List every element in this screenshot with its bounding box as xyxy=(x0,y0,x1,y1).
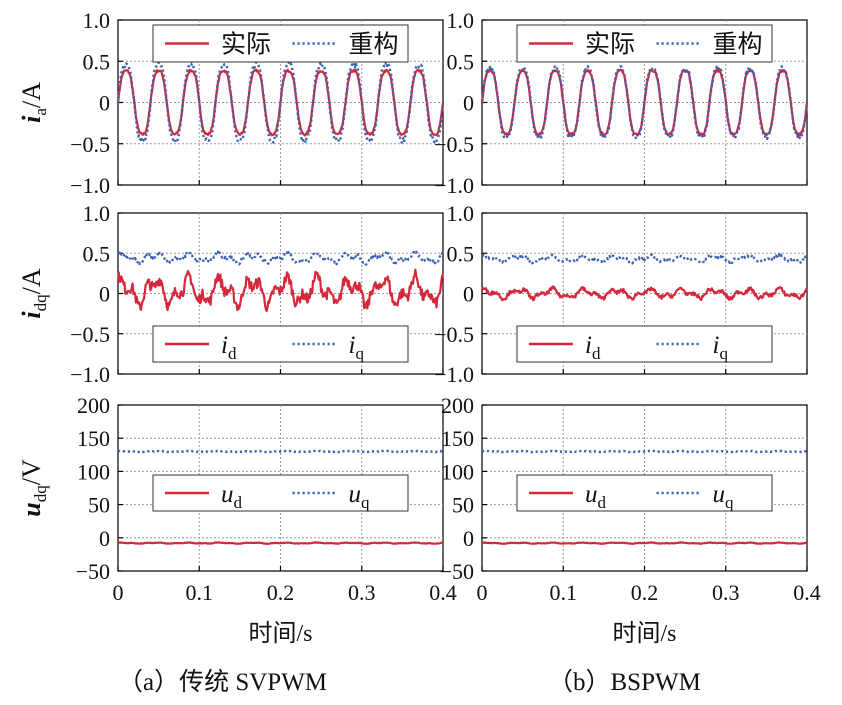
series-line-b-idq-dotted xyxy=(481,253,808,265)
series-line-b-id-dotted xyxy=(480,64,809,141)
caption-b: （b）BSPWM xyxy=(548,669,701,696)
xtick-label-a: 0.3 xyxy=(348,580,376,605)
legend-label-b-idq-1: iq xyxy=(713,332,729,363)
ytick-label-b-idq: −0.5 xyxy=(434,322,474,347)
legend-label-b-id-1: 重构 xyxy=(713,31,763,59)
ytick-label-a-idq: −1.0 xyxy=(70,362,110,387)
ytick-label-a-udq: 200 xyxy=(77,393,110,418)
ytick-label-b-id: 0 xyxy=(463,91,474,116)
xtick-label-a: 0.4 xyxy=(429,580,457,605)
xlabel-b: 时间/s xyxy=(612,620,676,647)
ytick-label-a-idq: 0 xyxy=(99,282,110,307)
xtick-label-b: 0 xyxy=(477,580,488,605)
series-line-a-idq-solid xyxy=(116,268,445,312)
series-line-a-udq-dotted xyxy=(117,449,444,454)
legend-label-b-id-0: 实际 xyxy=(585,31,635,59)
xtick-label-a: 0.2 xyxy=(267,580,295,605)
xtick-label-b: 0.2 xyxy=(631,580,659,605)
ylabel-udq: udq/V xyxy=(17,459,50,517)
ytick-label-a-udq: 0 xyxy=(99,526,110,551)
ytick-label-a-idq: 1.0 xyxy=(83,201,111,226)
ylabel-id-text: ia/A xyxy=(17,82,50,123)
legend-label-a-udq-1: uq xyxy=(349,481,371,512)
ylabel-id: ia/A xyxy=(17,82,50,123)
ytick-label-a-id: 1.0 xyxy=(83,8,111,33)
ytick-label-b-udq: 100 xyxy=(441,459,474,484)
ytick-label-b-idq: −1.0 xyxy=(434,362,474,387)
series-line-a-id-dotted xyxy=(116,61,445,144)
ytick-label-b-id: −0.5 xyxy=(434,132,474,157)
ytick-label-b-idq: 0 xyxy=(463,282,474,307)
legend-label-a-udq-0: ud xyxy=(221,481,243,512)
ytick-label-b-udq: 50 xyxy=(452,493,474,518)
ylabel-idq: idq/A xyxy=(17,268,50,318)
ytick-label-b-idq: 0.5 xyxy=(447,241,475,266)
ylabel-udq-text: udq/V xyxy=(17,459,50,517)
legend-label-b-udq-1: uq xyxy=(713,481,735,512)
ytick-label-b-udq: 150 xyxy=(441,426,474,451)
ytick-label-b-udq: −50 xyxy=(440,559,474,584)
xtick-label-b: 0.1 xyxy=(550,580,578,605)
xtick-label-b: 0.4 xyxy=(793,580,821,605)
ytick-label-b-idq: 1.0 xyxy=(447,201,475,226)
series-line-a-udq-solid xyxy=(117,541,444,545)
series-line-a-idq-dotted xyxy=(117,250,444,267)
legend-label-a-id-0: 实际 xyxy=(221,31,271,59)
ylabel-idq-text: idq/A xyxy=(17,268,50,318)
ytick-label-a-idq: 0.5 xyxy=(83,241,111,266)
ytick-label-a-udq: 150 xyxy=(77,426,110,451)
ytick-label-a-id: −1.0 xyxy=(70,173,110,198)
xtick-label-a: 0.1 xyxy=(186,580,214,605)
ytick-label-a-udq: 100 xyxy=(77,459,110,484)
xtick-label-b: 0.3 xyxy=(712,580,740,605)
ytick-label-a-udq: 50 xyxy=(88,493,110,518)
legend-label-a-id-1: 重构 xyxy=(349,31,399,59)
ytick-label-b-udq: 200 xyxy=(441,393,474,418)
ytick-label-b-id: 0.5 xyxy=(447,49,475,74)
legend-label-b-idq-0: id xyxy=(585,332,601,363)
xtick-label-a: 0 xyxy=(113,580,124,605)
legend-label-a-idq-1: iq xyxy=(349,332,365,363)
ytick-label-b-udq: 0 xyxy=(463,526,474,551)
xlabel-a: 时间/s xyxy=(248,620,312,647)
series-line-a-id-solid xyxy=(116,68,445,137)
ytick-label-a-id: 0.5 xyxy=(83,49,111,74)
ytick-label-a-id: 0 xyxy=(99,91,110,116)
ytick-label-a-udq: −50 xyxy=(76,559,110,584)
series-line-b-udq-solid xyxy=(481,541,808,545)
ytick-label-a-idq: −0.5 xyxy=(70,322,110,347)
ytick-label-b-id: 1.0 xyxy=(447,8,475,33)
caption-a: （a）传统 SVPWM xyxy=(118,669,328,696)
series-line-b-idq-solid xyxy=(480,285,808,302)
legend-label-a-idq-0: id xyxy=(221,332,237,363)
ytick-label-a-id: −0.5 xyxy=(70,132,110,157)
series-line-b-udq-dotted xyxy=(481,449,808,454)
ytick-label-b-id: −1.0 xyxy=(434,173,474,198)
legend-label-b-udq-0: ud xyxy=(585,481,607,512)
